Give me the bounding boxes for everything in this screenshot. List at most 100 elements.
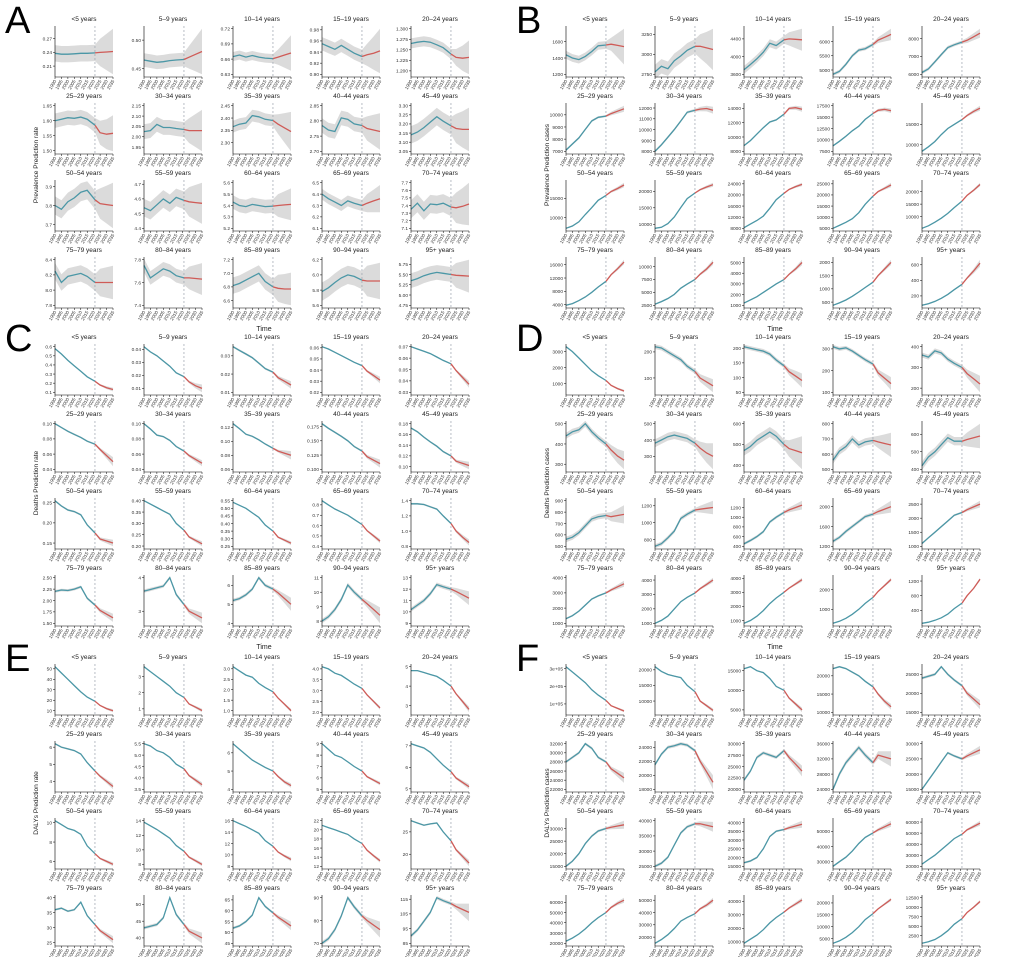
- x-tick-label: 1990: [404, 794, 414, 806]
- observed-line: [321, 43, 363, 58]
- forecast-line: [694, 261, 714, 280]
- y-tick-label: 2.5: [312, 699, 319, 705]
- x-tick-label: 2015: [680, 717, 690, 729]
- x-tick-label: 2025: [360, 474, 370, 486]
- subplot-title: 40–44 years: [844, 731, 881, 738]
- x-tick-label: 2005: [756, 397, 766, 409]
- confidence-band: [144, 28, 202, 75]
- x-tick-label: 1990: [48, 397, 58, 409]
- x-tick-label: 2000: [61, 310, 71, 322]
- x-tick-label: 1990: [226, 79, 236, 91]
- x-tick-label: 2015: [769, 871, 779, 883]
- x-tick-label: 1990: [226, 551, 236, 563]
- x-tick-label: 2030: [277, 310, 287, 322]
- x-tick-label: 2020: [776, 551, 786, 563]
- x-tick-label: 2025: [871, 628, 881, 640]
- x-tick-label: 2005: [667, 948, 677, 957]
- x-tick-label: 2000: [239, 551, 249, 563]
- x-tick-label: 1995: [321, 397, 331, 409]
- confidence-band: [411, 502, 469, 546]
- y-tick-label: 7: [405, 744, 408, 750]
- subplot: 35–39 years20000225002500027500300001990…: [728, 731, 805, 805]
- x-tick-label: 2020: [598, 717, 608, 729]
- x-tick-label: 2030: [610, 233, 620, 245]
- x-tick-label: 2015: [80, 397, 90, 409]
- y-tick-label: 5.00: [399, 293, 409, 299]
- y-tick-label: 1000: [552, 621, 563, 627]
- y-tick-label: 3.05: [399, 149, 409, 155]
- x-tick-label: 2015: [436, 717, 446, 729]
- y-tick-label: 4.7: [134, 182, 141, 188]
- x-tick-label: 1995: [143, 794, 153, 806]
- x-tick-label: 1990: [48, 628, 58, 640]
- confidence-band: [833, 259, 891, 306]
- x-tick-label: 2000: [928, 794, 938, 806]
- y-tick-label: 3000: [641, 592, 652, 598]
- x-tick-label: 2000: [572, 551, 582, 563]
- x-tick-label: 2025: [182, 551, 192, 563]
- x-tick-label: 2015: [858, 310, 868, 322]
- x-tick-label: 2035: [373, 948, 383, 957]
- forecast-line: [272, 286, 291, 290]
- y-tick-label: 0.5: [45, 354, 52, 360]
- forecast-line: [872, 506, 892, 515]
- y-tick-label: 9000: [641, 138, 652, 144]
- y-tick-label: 50000: [550, 910, 564, 916]
- subplot: <5 years1e+052e+053e+0519901995200020052…: [550, 654, 627, 728]
- y-tick-label: 1e+05: [550, 702, 564, 708]
- x-tick-label: 2015: [169, 233, 179, 245]
- x-tick-label: 2035: [373, 310, 383, 322]
- y-tick-label: 50: [136, 902, 142, 908]
- x-tick-label: 2020: [443, 233, 453, 245]
- subplot-title: 80–84 years: [155, 247, 192, 254]
- x-tick-label: 1995: [321, 794, 331, 806]
- x-tick-label: 1995: [921, 794, 931, 806]
- x-tick-label: 1990: [915, 397, 925, 409]
- x-tick-label: 2015: [80, 79, 90, 91]
- confidence-band: [322, 895, 380, 946]
- y-tick-label: 45: [136, 919, 142, 925]
- y-tick-label: 2750: [641, 72, 652, 78]
- x-tick-label: 2020: [265, 948, 275, 957]
- x-tick-label: 2035: [706, 717, 716, 729]
- x-tick-label: 2010: [674, 156, 684, 168]
- x-tick-label: 2025: [604, 474, 614, 486]
- y-tick-label: 15000: [639, 206, 653, 212]
- subplot-title: 55–59 years: [155, 170, 192, 177]
- x-tick-label: 2005: [578, 794, 588, 806]
- forecast-line: [183, 199, 203, 204]
- y-tick-label: 7.3: [401, 211, 408, 217]
- x-tick-label: 1995: [832, 474, 842, 486]
- x-tick-label: 2015: [347, 397, 357, 409]
- forecast-line: [961, 503, 981, 514]
- x-tick-label: 2025: [93, 156, 103, 168]
- forecast-line: [450, 455, 470, 467]
- x-tick-label: 1995: [921, 628, 931, 640]
- x-tick-label: 2025: [871, 233, 881, 245]
- y-tick-label: 7.2: [223, 258, 230, 264]
- x-tick-label: 2005: [845, 794, 855, 806]
- x-tick-label: 2010: [74, 794, 84, 806]
- y-tick-label: 6.8: [223, 285, 230, 291]
- y-tick-label: 65: [225, 898, 231, 904]
- subplot-title: 55–59 years: [666, 488, 703, 495]
- x-tick-label: 2010: [852, 551, 862, 563]
- y-tick-label: 600: [555, 533, 563, 539]
- x-tick-label: 2015: [436, 397, 446, 409]
- subplot: 65–69 years12001600200019901995200020052…: [819, 488, 893, 562]
- x-tick-label: 2030: [699, 948, 709, 957]
- forecast-line: [272, 770, 292, 787]
- observed-line: [565, 115, 607, 151]
- forecast-line: [361, 687, 381, 709]
- x-tick-label: 1990: [48, 310, 58, 322]
- x-tick-label: 1990: [826, 717, 836, 729]
- x-tick-label: 1990: [137, 79, 147, 91]
- confidence-band: [744, 182, 802, 229]
- y-tick-label: 500: [822, 300, 830, 306]
- y-tick-label: 200: [644, 350, 652, 356]
- x-tick-label: 2030: [610, 794, 620, 806]
- x-tick-label: 1995: [921, 551, 931, 563]
- subplot-title: 80–84 years: [666, 565, 703, 572]
- x-tick-label: 2010: [430, 871, 440, 883]
- subplot-title: 25–29 years: [66, 93, 103, 100]
